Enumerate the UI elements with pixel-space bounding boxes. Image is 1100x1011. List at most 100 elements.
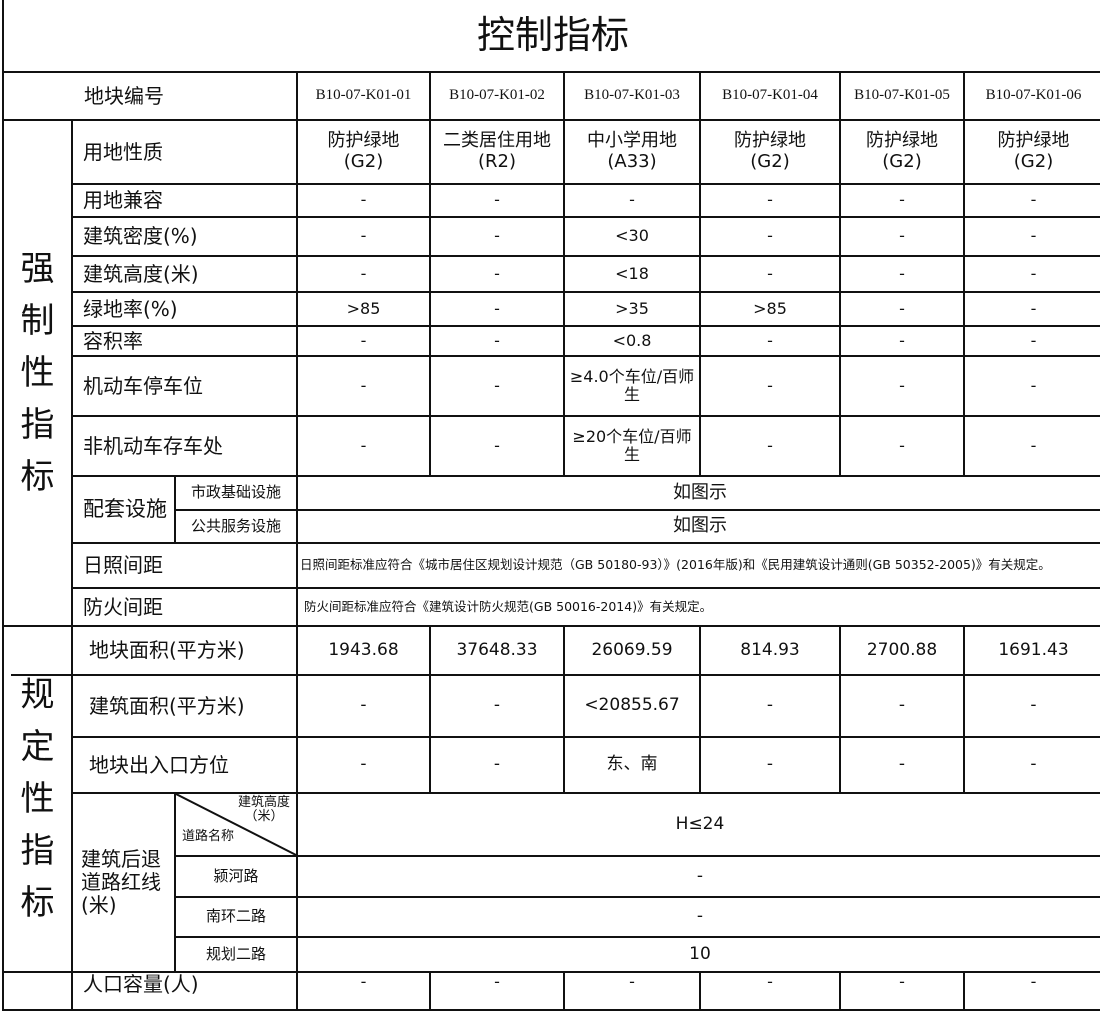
- indicator-label-text: 机动车停车位: [83, 373, 203, 398]
- value-cell: -: [296, 355, 431, 417]
- indicator-label-text: 容积率: [83, 328, 143, 353]
- value-cell: 防护绿地 (G2): [963, 119, 1100, 185]
- value-cell: <20855.67: [563, 674, 701, 738]
- value-cell-text: <30: [615, 226, 649, 246]
- value-cell-text: -: [1030, 972, 1037, 991]
- value-cell-text: 二类居住用地 (R2): [443, 130, 551, 172]
- facility-item-label: 公共服务设施: [174, 509, 298, 544]
- value-cell: -: [839, 183, 965, 218]
- value-cell-text: 2700.88: [866, 639, 938, 660]
- value-cell-text: -: [766, 695, 774, 716]
- indicator-label-text: 建筑密度(%): [83, 224, 198, 248]
- facility-item-value: 如图示: [296, 475, 1100, 511]
- value-cell-text: 1943.68: [328, 639, 399, 660]
- value-cell-text: -: [1030, 754, 1037, 775]
- value-cell: -: [839, 355, 965, 417]
- table-title: 控制指标: [2, 0, 1100, 73]
- indicator-label: 用地兼容: [71, 183, 298, 218]
- height-limit-value-text: H≤24: [675, 813, 725, 834]
- parcel-code-text: B10-07-K01-03: [584, 87, 680, 104]
- value-cell: -: [429, 736, 565, 794]
- regulatory-group-label-text: 规定性指标: [20, 675, 55, 923]
- value-cell: -: [429, 325, 565, 357]
- road-name: 规划二路: [174, 936, 298, 973]
- value-cell-text: -: [493, 754, 501, 775]
- value-cell-text: -: [494, 375, 500, 395]
- facility-item-label-text: 公共服务设施: [190, 516, 281, 535]
- value-cell: -: [963, 736, 1100, 794]
- value-cell-text: -: [1030, 226, 1037, 246]
- value-cell: ≥20个车位/百师生: [563, 415, 701, 477]
- road-setback-value-text: -: [696, 865, 704, 886]
- value-cell: <18: [563, 255, 701, 293]
- value-cell: 防护绿地 (G2): [296, 119, 431, 185]
- indicator-label: 机动车停车位: [71, 355, 298, 417]
- parcel-code: B10-07-K01-03: [563, 71, 701, 121]
- parcel-code: B10-07-K01-04: [699, 71, 841, 121]
- value-cell-text: -: [360, 695, 367, 716]
- value-cell: -: [699, 255, 841, 293]
- value-cell: 814.93: [699, 625, 841, 676]
- value-cell-text: -: [767, 190, 773, 210]
- value-cell: -: [839, 674, 965, 738]
- value-cell: 1943.68: [296, 625, 431, 676]
- fire-spacing-value-text: 防火间距标准应符合《建筑设计防火规范(GB 50016-2014)》有关规定。: [304, 598, 713, 614]
- indicator-label-text: 绿地率(%): [83, 296, 178, 321]
- value-cell: -: [963, 355, 1100, 417]
- value-cell: >85: [296, 291, 431, 327]
- population-group-cell: [2, 971, 73, 1011]
- table-title-text: 控制指标: [476, 12, 629, 57]
- value-cell: -: [963, 216, 1100, 257]
- value-cell-text: -: [899, 972, 905, 991]
- value-cell: -: [963, 415, 1100, 477]
- value-cell-text: -: [767, 972, 773, 991]
- value-cell-text: 防护绿地 (G2): [997, 130, 1070, 172]
- value-cell: -: [699, 971, 841, 1011]
- value-cell: -: [429, 674, 565, 738]
- facilities-label-text: 配套设施: [83, 497, 167, 522]
- value-cell: -: [699, 736, 841, 794]
- value-cell-text: 中小学用地 (A33): [587, 130, 677, 172]
- indicator-label-text: 地块面积(平方米): [89, 638, 245, 662]
- diagonal-line: [176, 794, 296, 855]
- parcel-code-text: B10-07-K01-02: [449, 87, 545, 104]
- value-cell-text: -: [360, 375, 367, 395]
- value-cell-text: -: [629, 190, 635, 210]
- value-cell: -: [429, 415, 565, 477]
- value-cell-text: <0.8: [612, 330, 652, 350]
- value-cell: -: [699, 325, 841, 357]
- parcel-code-label: 地块编号: [2, 71, 298, 121]
- value-cell: -: [296, 971, 431, 1011]
- value-cell: ≥4.0个车位/百师生: [563, 355, 701, 417]
- value-cell-text: ≥4.0个车位/百师生: [569, 366, 695, 404]
- value-cell: -: [296, 674, 431, 738]
- road-name: 颍河路: [174, 855, 298, 898]
- value-cell: -: [429, 216, 565, 257]
- parcel-code: B10-07-K01-06: [963, 71, 1100, 121]
- indicator-label: 地块出入口方位: [71, 736, 298, 794]
- facilities-label: 配套设施: [71, 475, 176, 544]
- value-cell: -: [839, 325, 965, 357]
- regulatory-group-label: 规定性指标: [2, 625, 73, 973]
- value-cell-text: -: [767, 375, 773, 395]
- road-name-text: 颍河路: [213, 866, 259, 885]
- sunlight-label-text: 日照间距: [83, 553, 163, 577]
- value-cell: -: [839, 971, 965, 1011]
- value-cell-text: -: [767, 330, 773, 350]
- stray-line: [11, 674, 72, 676]
- value-cell-text: -: [494, 190, 500, 210]
- indicator-label: 建筑面积(平方米): [71, 674, 298, 738]
- value-cell-text: 37648.33: [456, 639, 538, 660]
- value-cell: -: [563, 971, 701, 1011]
- parcel-code: B10-07-K01-01: [296, 71, 431, 121]
- value-cell: -: [699, 415, 841, 477]
- value-cell: -: [296, 183, 431, 218]
- value-cell: -: [963, 971, 1100, 1011]
- value-cell-text: -: [360, 190, 367, 210]
- value-cell: <0.8: [563, 325, 701, 357]
- value-cell-text: 防护绿地 (G2): [327, 130, 400, 172]
- value-cell-text: -: [494, 263, 500, 283]
- value-cell-text: -: [1030, 263, 1037, 283]
- value-cell-text: 26069.59: [591, 639, 673, 660]
- value-cell: -: [296, 216, 431, 257]
